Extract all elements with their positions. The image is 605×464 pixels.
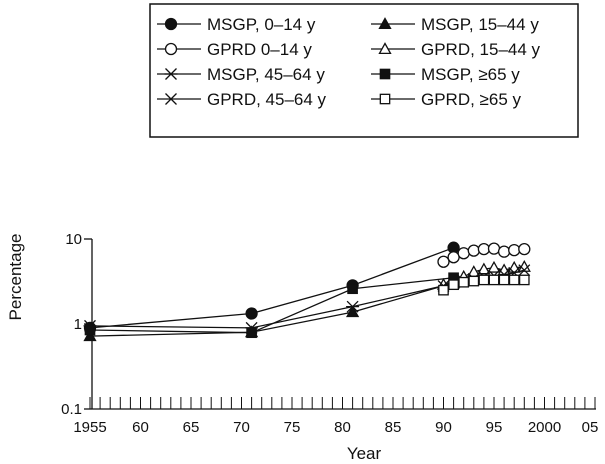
legend-marker bbox=[379, 68, 391, 80]
legend-label: GPRD 0–14 y bbox=[207, 40, 312, 59]
series-0 bbox=[83, 241, 460, 335]
x-tick-label: 2000 bbox=[528, 419, 561, 436]
y-tick-label: 10 bbox=[65, 231, 82, 248]
data-point bbox=[83, 329, 97, 342]
data-point bbox=[477, 262, 491, 275]
data-point bbox=[518, 242, 531, 256]
data-point bbox=[245, 307, 258, 320]
data-point bbox=[84, 324, 96, 336]
legend-box bbox=[149, 3, 579, 138]
data-point bbox=[345, 305, 360, 318]
series-line bbox=[89, 282, 454, 337]
series-line bbox=[89, 277, 454, 334]
legend-label: MSGP, 15–44 y bbox=[421, 15, 539, 34]
legend-label: GPRD, 15–44 y bbox=[421, 40, 541, 59]
y-axis-label: Percentage bbox=[6, 234, 25, 321]
legend-label: MSGP, 45–64 y bbox=[207, 65, 325, 84]
legend-marker bbox=[165, 93, 177, 105]
data-point bbox=[346, 300, 360, 313]
data-point bbox=[487, 260, 501, 273]
data-point bbox=[468, 275, 480, 287]
x-tick-label: 90 bbox=[435, 419, 452, 436]
data-point bbox=[518, 264, 531, 277]
data-point bbox=[458, 276, 470, 288]
data-point bbox=[518, 274, 530, 286]
data-point bbox=[508, 243, 521, 257]
series-2 bbox=[437, 242, 531, 268]
x-axis-label: Year bbox=[347, 444, 382, 463]
legend-marker bbox=[164, 42, 178, 56]
x-tick-label: 60 bbox=[132, 419, 149, 436]
plot-area bbox=[83, 241, 531, 342]
legend: MSGP, 0–14 y MSGP, 15–44 y GPRD 0–14 y GPRD… bbox=[149, 3, 579, 138]
legend-label: GPRD, 45–64 y bbox=[207, 90, 327, 109]
x-tick-label: 75 bbox=[284, 419, 301, 436]
series-line bbox=[89, 282, 454, 329]
data-point bbox=[488, 274, 500, 286]
y-tick-label: 1 bbox=[74, 316, 82, 333]
data-point bbox=[438, 284, 449, 296]
chart-axes: 0.1 1 10 1955 60 65 70 75 80 85 90 95 2000 05 bbox=[61, 231, 598, 436]
x-tick-label: 70 bbox=[233, 419, 250, 436]
series-7 bbox=[438, 274, 530, 296]
data-point bbox=[246, 327, 257, 339]
legend-marker bbox=[378, 42, 392, 55]
data-point bbox=[508, 274, 520, 286]
data-point bbox=[478, 274, 490, 286]
data-point bbox=[477, 242, 491, 256]
data-point bbox=[347, 283, 358, 295]
legend-label: GPRD, ≥65 y bbox=[421, 90, 522, 109]
data-point bbox=[467, 244, 480, 257]
y-tick-label: 0.1 bbox=[61, 401, 82, 418]
x-tick-label: 1955 bbox=[73, 419, 106, 436]
x-tick-label: 95 bbox=[486, 419, 503, 436]
series-5 bbox=[84, 272, 459, 339]
data-point bbox=[487, 242, 501, 255]
legend-label: MSGP, ≥65 y bbox=[421, 65, 520, 84]
data-point bbox=[497, 245, 511, 258]
data-point bbox=[517, 260, 531, 272]
data-point bbox=[498, 274, 510, 286]
legend-marker bbox=[379, 93, 391, 105]
data-point bbox=[437, 255, 450, 268]
legend-marker bbox=[164, 68, 178, 80]
legend-marker bbox=[164, 17, 178, 31]
x-tick-label: 05 bbox=[582, 419, 599, 436]
x-tick-label: 85 bbox=[385, 419, 402, 436]
x-tick-label: 65 bbox=[183, 419, 200, 436]
data-point bbox=[457, 247, 470, 260]
series-line bbox=[89, 247, 454, 329]
legend-marker bbox=[378, 17, 392, 30]
series-4 bbox=[83, 277, 461, 334]
data-point bbox=[448, 279, 459, 291]
data-point bbox=[447, 251, 460, 264]
legend-label: MSGP, 0–14 y bbox=[207, 15, 316, 34]
x-tick-label: 80 bbox=[334, 419, 351, 436]
